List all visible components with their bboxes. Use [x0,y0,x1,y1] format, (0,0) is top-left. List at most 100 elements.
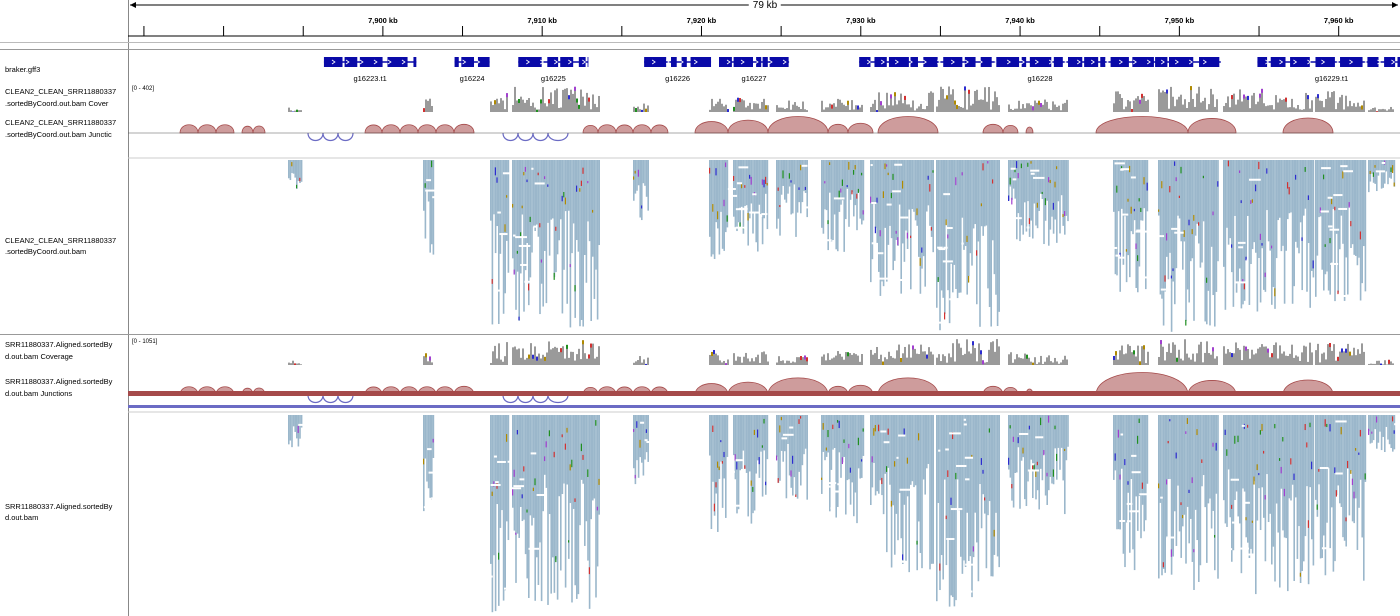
read-pile [595,415,597,598]
read-pile [585,160,588,283]
coverage-bar [1133,350,1135,365]
read-pile [593,160,596,299]
alignment-canvas[interactable] [128,0,1400,616]
read-mismatch [1049,179,1051,184]
track-label-junction-1a[interactable]: CLEAN2_CLEAN_SRR11880337 [5,118,117,127]
coverage-bar [894,358,896,365]
coverage-bar [790,109,792,112]
coverage-bar [1064,102,1066,112]
read-gap [1391,326,1400,329]
coverage-bar [1267,348,1269,365]
read-mismatch [555,226,557,231]
coverage-bar [1196,93,1198,112]
junction-arc [767,116,829,134]
coverage-mismatch [645,108,647,112]
read-pile [889,160,891,226]
read-pile [803,160,805,192]
gene-strand-arrow [964,59,969,65]
read-pile [499,415,502,528]
coverage-bar [1317,94,1319,112]
read-pile [1210,415,1213,529]
coverage-bar [1331,350,1333,365]
track-label-bam-2b[interactable]: d.out.bam [5,513,39,522]
track-data-area[interactable]: 79 kb 7,900 kb 7,910 kb 7,920 kb 7,930 kb 7,… [128,0,1400,616]
coverage-bar [1307,95,1309,112]
gene-exon [964,57,976,67]
track-label-coverage-1a[interactable]: CLEAN2_CLEAN_SRR11880337 [5,87,117,96]
gene-strand-arrow [1188,59,1193,65]
read-pile [553,415,556,593]
track-label-coverage-2b[interactable]: d.out.bam Coverage [5,352,73,361]
track-label-bam-1a[interactable]: CLEAN2_CLEAN_SRR11880337 [5,236,117,245]
read-pile [838,160,841,212]
coverage-bar [1180,94,1182,112]
read-mismatch [838,190,840,199]
read-pile [804,160,807,193]
read-mismatch [798,419,800,424]
read-pile [958,160,960,293]
read-pile [1028,415,1031,471]
track-label-junction-2b[interactable]: d.out.bam Junctions [5,389,73,398]
coverage-bar [715,103,717,112]
read-pile [1309,160,1311,308]
read-pile [879,160,882,296]
coverage-bar [1392,363,1394,365]
track-label-bam-2a[interactable]: SRR11880337.Aligned.sortedBy [5,502,113,511]
gene-exon [996,57,1020,67]
read-gap [825,487,829,490]
coverage-mismatch [1329,343,1331,348]
read-pile [582,415,584,484]
read-gap [727,188,736,191]
read-mismatch [763,418,765,424]
read-pile [919,160,922,294]
track-label-junction-1b[interactable]: .sortedByCoord.out.bam Junctic [5,130,112,139]
coverage-bar [1044,361,1046,365]
read-gap [732,194,738,197]
coverage-bar [896,104,898,112]
read-pile [882,160,885,287]
coverage-bar [1235,104,1237,112]
read-pile [1145,160,1147,290]
read-pile [961,415,964,574]
gene-strand-arrow [740,59,745,65]
gene-exon [344,57,358,67]
read-pile [761,415,764,497]
read-gap [793,539,806,542]
read-pile [966,160,968,295]
read-pile [851,160,853,193]
read-pile [984,160,986,227]
read-mismatch [788,173,790,179]
track-label-junction-2a[interactable]: SRR11880337.Aligned.sortedBy [5,377,113,386]
read-pile [294,160,296,178]
gene-exon [859,57,871,67]
read-mismatch [1304,424,1306,431]
read-gap [1335,472,1343,475]
gene-strand-arrow [540,59,545,65]
coverage-bar [596,356,598,365]
read-gap [733,504,743,507]
read-pile [572,415,575,509]
read-pile [795,160,797,237]
read-mismatch [498,552,500,560]
read-mismatch [776,455,778,461]
coverage-bar [988,349,990,365]
track-label-bam-1b[interactable]: .sortedByCoord.out.bam [5,247,87,256]
coverage-bar [800,356,802,365]
read-mismatch [725,162,727,168]
gene-label: g16228 [1027,74,1053,83]
read-mismatch [1287,182,1289,189]
read-mismatch [713,503,715,512]
read-pile [837,415,839,507]
coverage-bar [1372,108,1374,112]
read-pile [1204,160,1206,322]
read-mismatch [1253,476,1255,485]
track-label-coverage-1b[interactable]: .sortedByCoord.out.bam Cover [5,99,109,108]
track-label-gff[interactable]: braker.gff3 [5,65,41,74]
read-pile [1379,415,1381,432]
read-mismatch [902,554,904,560]
read-gap [878,277,889,280]
read-mismatch [1264,272,1266,278]
track-label-coverage-2a[interactable]: SRR11880337.Aligned.sortedBy [5,340,113,349]
read-pile [1140,160,1142,221]
coverage-bar [1321,100,1323,112]
